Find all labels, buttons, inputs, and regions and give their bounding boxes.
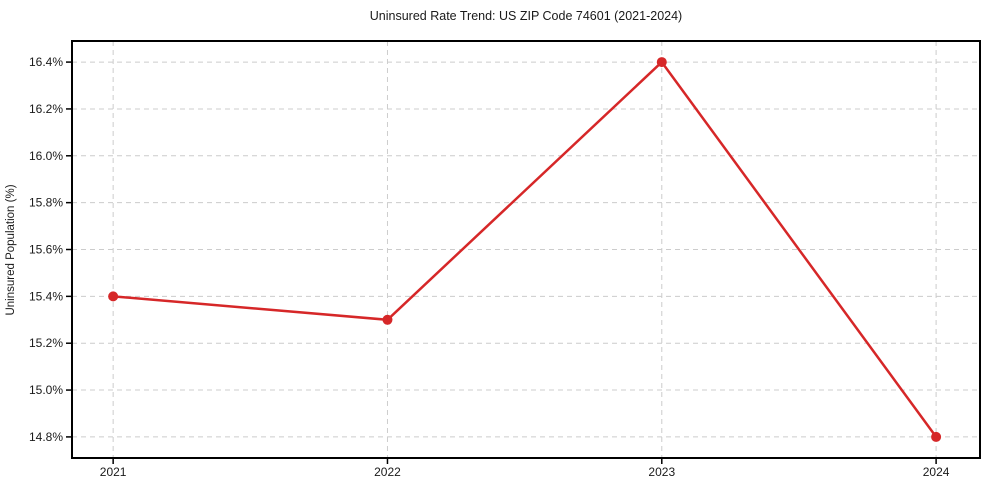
x-tick-label: 2023	[648, 465, 675, 479]
y-tick-label: 15.2%	[29, 336, 63, 350]
chart-title: Uninsured Rate Trend: US ZIP Code 74601 …	[370, 9, 682, 23]
y-tick-label: 16.0%	[29, 149, 63, 163]
trend-line	[111, 60, 938, 439]
y-tick-label: 15.8%	[29, 196, 63, 210]
data-point-2024	[931, 431, 942, 442]
y-tick-label: 15.4%	[29, 289, 63, 303]
x-tick-label: 2024	[923, 465, 950, 479]
y-tick-label: 14.8%	[29, 430, 63, 444]
y-tick-label: 15.6%	[29, 243, 63, 257]
data-point-2023	[656, 57, 667, 68]
axes-layer: 14.8% 15.0% 15.2% 15.4% 15.6% 15.8% 16.0% 16.2%…	[29, 40, 981, 479]
axis-frame	[71, 40, 981, 459]
y-tick-label: 16.2%	[29, 102, 63, 116]
grid-layer	[72, 41, 980, 458]
x-tick-label: 2022	[374, 465, 401, 479]
data-point-2022	[382, 314, 393, 325]
y-tick-label: 16.4%	[29, 55, 63, 69]
data-series-layer	[108, 57, 942, 442]
y-tick-label: 15.0%	[29, 383, 63, 397]
y-axis-label: Uninsured Population (%)	[5, 184, 17, 315]
x-tick-label: 2021	[100, 465, 127, 479]
data-point-2021	[108, 291, 119, 302]
